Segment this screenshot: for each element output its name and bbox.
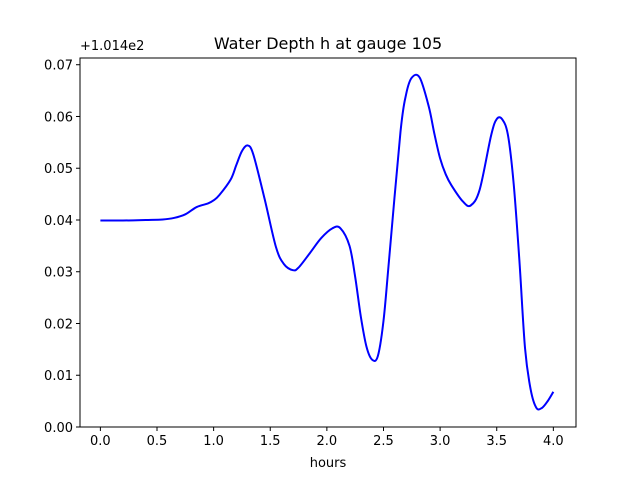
x-tick-label: 0.0 [90,434,111,449]
y-axis-offset-label: +1.014e2 [80,39,144,54]
x-tick-label: 1.0 [203,434,224,449]
x-tick-label: 2.0 [317,434,338,449]
y-tick-label: 0.06 [44,110,73,125]
x-tick-label: 2.5 [373,434,394,449]
series-line [100,73,555,411]
y-tick-label: 0.04 [44,214,73,229]
x-axis-label: hours [310,456,347,471]
y-tick-label: 0.00 [44,421,73,436]
x-tick-label: 3.5 [486,434,507,449]
x-tick-label: 3.0 [430,434,451,449]
plot-area-frame [79,57,577,428]
y-tick-label: 0.07 [44,59,73,74]
y-tick-label: 0.01 [44,369,73,384]
y-tick-label: 0.05 [44,162,73,177]
x-tick-label: 0.5 [147,434,168,449]
y-axis-ticks: 0.00 0.01 0.02 0.03 0.04 0.05 0.06 0.07 [44,59,80,436]
x-tick-label: 4.0 [543,434,564,449]
x-axis-ticks: 0.0 0.5 1.0 1.5 2.0 2.5 3.0 3.5 4.0 [90,427,564,449]
x-tick-label: 1.5 [260,434,281,449]
y-tick-label: 0.03 [44,266,73,281]
y-tick-label: 0.02 [44,317,73,332]
chart-title: Water Depth h at gauge 105 [214,34,442,53]
plot-series [100,73,555,411]
